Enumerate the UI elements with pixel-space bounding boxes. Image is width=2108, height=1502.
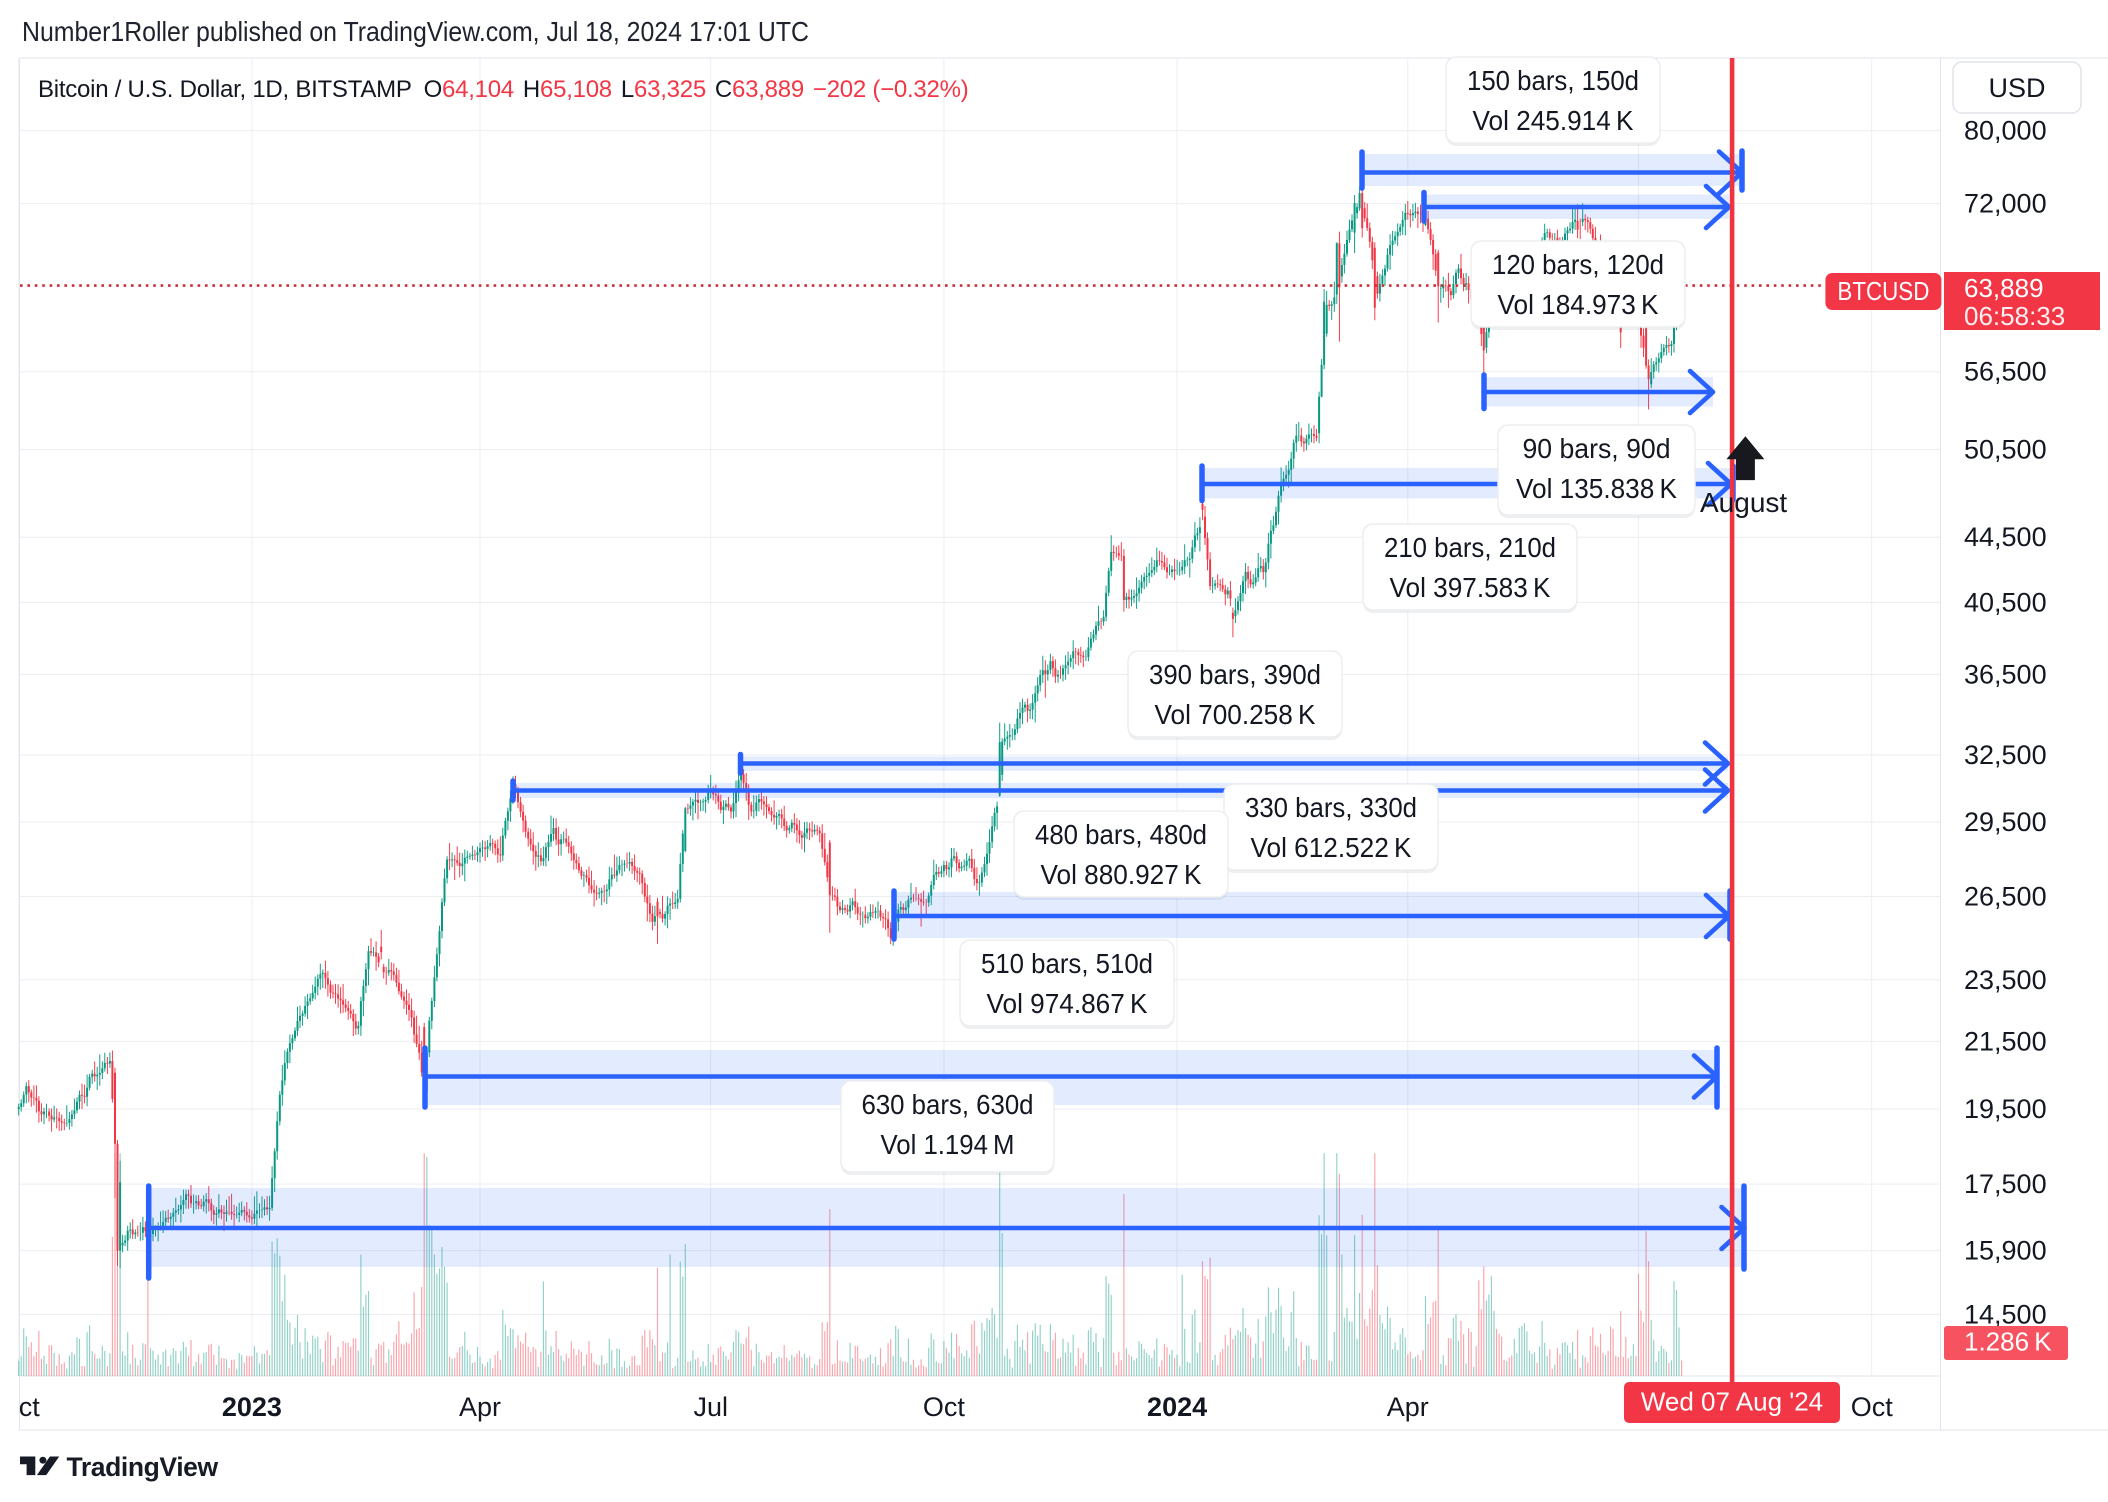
svg-text:480 bars, 480d: 480 bars, 480d <box>1035 819 1207 850</box>
svg-text:Wed 07 Aug '24: Wed 07 Aug '24 <box>1641 1387 1823 1417</box>
svg-text:23,500: 23,500 <box>1964 965 2047 995</box>
svg-text:06:58:33: 06:58:33 <box>1964 301 2065 331</box>
svg-text:Apr: Apr <box>1387 1392 1429 1422</box>
svg-text:Apr: Apr <box>459 1392 501 1422</box>
svg-text:32,500: 32,500 <box>1964 740 2047 770</box>
svg-text:Vol 184.973 K: Vol 184.973 K <box>1498 289 1659 320</box>
svg-text:Number1Roller published on Tra: Number1Roller published on TradingView.c… <box>22 16 809 47</box>
svg-text:Vol 974.867 K: Vol 974.867 K <box>987 988 1148 1019</box>
svg-text:BTCUSD: BTCUSD <box>1837 276 1929 306</box>
svg-text:390 bars, 390d: 390 bars, 390d <box>1149 659 1321 690</box>
svg-text:80,000: 80,000 <box>1964 116 2047 146</box>
svg-text:56,500: 56,500 <box>1964 357 2047 387</box>
svg-text:1.286 K: 1.286 K <box>1964 1327 2052 1357</box>
svg-text:Oct: Oct <box>1851 1392 1894 1422</box>
svg-text:2023: 2023 <box>222 1392 282 1422</box>
svg-text:Vol 612.522 K: Vol 612.522 K <box>1251 832 1412 863</box>
svg-text:August: August <box>1700 487 1787 518</box>
svg-text:Vol 880.927 K: Vol 880.927 K <box>1041 859 1202 890</box>
svg-text:Oct: Oct <box>923 1392 966 1422</box>
svg-text:Vol 700.258 K: Vol 700.258 K <box>1155 699 1316 730</box>
svg-text:USD: USD <box>1988 73 2045 103</box>
svg-text:Jul: Jul <box>693 1392 728 1422</box>
svg-text:72,000: 72,000 <box>1964 189 2047 219</box>
svg-text:50,500: 50,500 <box>1964 435 2047 465</box>
svg-text:510 bars, 510d: 510 bars, 510d <box>981 948 1153 979</box>
svg-text:Vol 397.583 K: Vol 397.583 K <box>1390 572 1551 603</box>
svg-text:36,500: 36,500 <box>1964 660 2047 690</box>
svg-text:21,500: 21,500 <box>1964 1026 2047 1056</box>
svg-text:17,500: 17,500 <box>1964 1169 2047 1199</box>
svg-text:Vol 135.838 K: Vol 135.838 K <box>1516 473 1677 504</box>
svg-text:19,500: 19,500 <box>1964 1094 2047 1124</box>
svg-text:63,889: 63,889 <box>1964 273 2044 303</box>
svg-text:630 bars, 630d: 630 bars, 630d <box>862 1089 1034 1120</box>
svg-text:330 bars, 330d: 330 bars, 330d <box>1245 792 1417 823</box>
svg-text:44,500: 44,500 <box>1964 522 2047 552</box>
svg-text:14,500: 14,500 <box>1964 1300 2047 1330</box>
svg-text:Vol 245.914 K: Vol 245.914 K <box>1473 105 1634 136</box>
svg-text:26,500: 26,500 <box>1964 882 2047 912</box>
svg-text:TradingView: TradingView <box>67 1452 219 1482</box>
svg-text:120 bars, 120d: 120 bars, 120d <box>1492 249 1664 280</box>
svg-text:150 bars, 150d: 150 bars, 150d <box>1467 65 1639 96</box>
svg-text:40,500: 40,500 <box>1964 588 2047 618</box>
svg-text:Bitcoin / U.S. Dollar, 1D, BIT: Bitcoin / U.S. Dollar, 1D, BITSTAMP O64,1… <box>38 76 968 103</box>
svg-text:Vol 1.194 M: Vol 1.194 M <box>881 1129 1015 1160</box>
svg-text:210 bars, 210d: 210 bars, 210d <box>1384 532 1556 563</box>
svg-text:2024: 2024 <box>1147 1392 1207 1422</box>
svg-text:15,900: 15,900 <box>1964 1236 2047 1266</box>
svg-text:90 bars, 90d: 90 bars, 90d <box>1523 433 1671 464</box>
svg-text:29,500: 29,500 <box>1964 807 2047 837</box>
